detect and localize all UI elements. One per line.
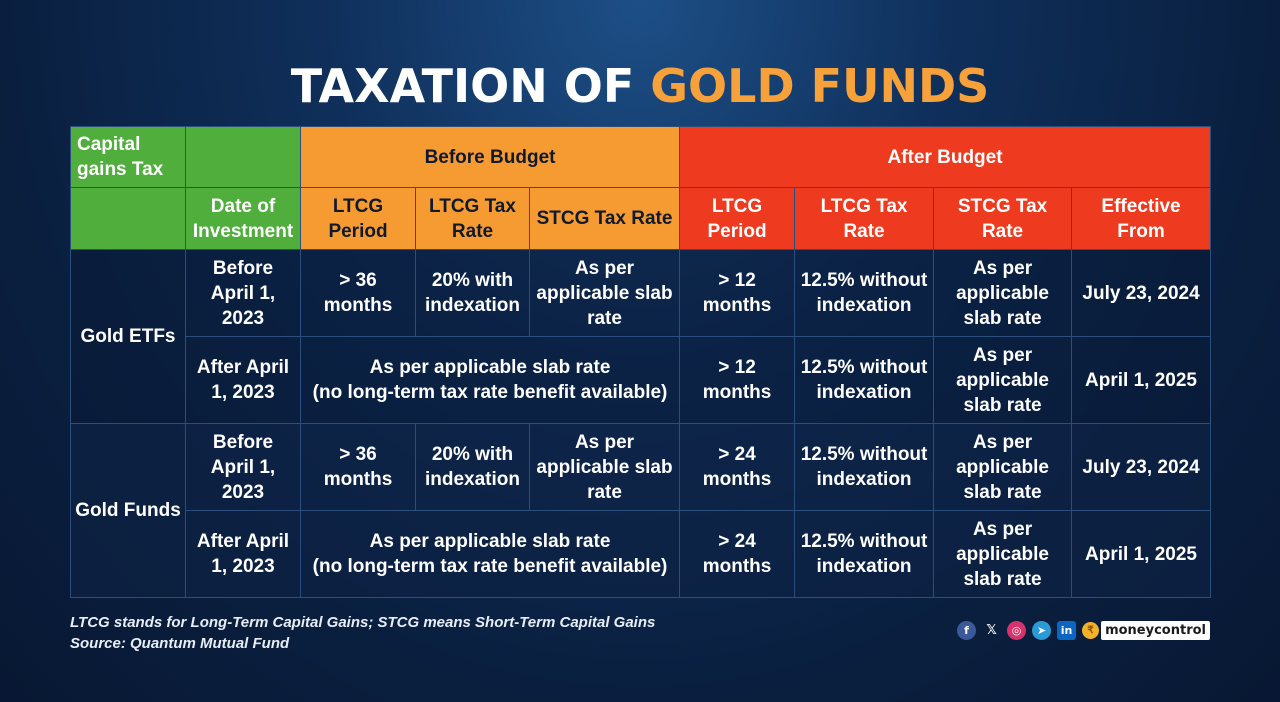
header-blank	[185, 126, 301, 188]
cell-merged-slab: As per applicable slab rate (no long-ter…	[299, 336, 681, 424]
table-row: Gold Funds Before April 1, 2023 > 36 mon…	[70, 423, 1212, 598]
cell-after-ltcg-rate: 12.5% without indexation	[794, 423, 935, 511]
cell-before-ltcg-period: > 36 months	[300, 249, 416, 337]
cell-before-stcg-rate: As per applicable slab rate	[528, 249, 681, 337]
taxation-table: Capital gains Tax Before Budget After Bu…	[70, 126, 1212, 598]
facebook-icon[interactable]: f	[957, 621, 977, 640]
merged-line-1: As per applicable slab rate	[369, 357, 611, 378]
header-effective-from: Effective From	[1071, 187, 1212, 250]
header-capital-gains: Capital gains Tax	[70, 126, 186, 188]
header-before-budget: Before Budget	[299, 126, 681, 188]
cell-after-ltcg-period: > 24 months	[679, 510, 796, 598]
cell-date: Before April 1, 2023	[185, 249, 301, 337]
cell-after-ltcg-period: > 12 months	[679, 336, 796, 424]
header-after-ltcg-period: LTCG Period	[679, 187, 796, 250]
footer-notes: LTCG stands for Long-Term Capital Gains;…	[70, 612, 655, 654]
cell-after-ltcg-period: > 12 months	[679, 249, 796, 337]
cell-effective-from: July 23, 2024	[1071, 249, 1212, 337]
title-part-1: TAXATION OF	[290, 59, 651, 113]
cell-effective-from: July 23, 2024	[1071, 423, 1212, 511]
instagram-icon[interactable]: ◎	[1007, 621, 1027, 640]
cell-after-ltcg-rate: 12.5% without indexation	[794, 510, 935, 598]
cell-after-stcg-rate: As per applicable slab rate	[933, 249, 1073, 337]
x-icon[interactable]: 𝕏	[986, 623, 997, 638]
cell-before-ltcg-period: > 36 months	[300, 423, 416, 511]
cell-after-stcg-rate: As per applicable slab rate	[933, 510, 1073, 598]
footer-note: LTCG stands for Long-Term Capital Gains;…	[70, 614, 656, 631]
cell-after-stcg-rate: As per applicable slab rate	[933, 336, 1073, 424]
page-title: TAXATION OF GOLD FUNDS	[0, 58, 1280, 114]
cell-effective-from: April 1, 2025	[1071, 510, 1212, 598]
header-date-of-investment: Date of Investment	[185, 187, 301, 250]
telegram-icon[interactable]: ➤	[1032, 621, 1052, 640]
cell-date: Before April 1, 2023	[185, 423, 301, 511]
table-row: After April 1, 2023 As per applicable sl…	[70, 510, 1212, 598]
merged-line-2: (no long-term tax rate benefit available…	[312, 556, 668, 577]
header-blank-2	[70, 187, 186, 250]
header-after-stcg-rate: STCG Tax Rate	[933, 187, 1073, 250]
group-name-gold-etfs: Gold ETFs	[70, 249, 186, 424]
cell-before-ltcg-rate: 20% with indexation	[415, 249, 530, 337]
cell-date: After April 1, 2023	[185, 336, 301, 424]
cell-before-ltcg-rate: 20% with indexation	[415, 423, 530, 511]
header-before-ltcg-rate: LTCG Tax Rate	[415, 187, 530, 250]
linkedin-icon[interactable]: in	[1057, 621, 1077, 640]
group-name-gold-funds: Gold Funds	[70, 423, 186, 598]
moneycontrol-logo: ₹ moneycontrol	[1082, 621, 1210, 640]
header-before-stcg-rate: STCG Tax Rate	[528, 187, 681, 250]
social-bar: f 𝕏 ◎ ➤ in ₹ moneycontrol	[957, 621, 1210, 640]
cell-merged-slab: As per applicable slab rate (no long-ter…	[299, 510, 681, 598]
cell-after-ltcg-rate: 12.5% without indexation	[794, 249, 935, 337]
header-row-2: Date of Investment LTCG Period LTCG Tax …	[70, 187, 1212, 250]
footer-source: Source: Quantum Mutual Fund	[70, 635, 290, 652]
table-row: After April 1, 2023 As per applicable sl…	[70, 336, 1212, 424]
merged-line-1: As per applicable slab rate	[369, 531, 611, 552]
title-part-2: GOLD FUNDS	[650, 59, 990, 113]
merged-line-2: (no long-term tax rate benefit available…	[312, 382, 668, 403]
cell-before-stcg-rate: As per applicable slab rate	[528, 423, 681, 511]
coin-icon: ₹	[1082, 622, 1100, 639]
cell-after-ltcg-rate: 12.5% without indexation	[794, 336, 935, 424]
cell-effective-from: April 1, 2025	[1071, 336, 1212, 424]
cell-after-ltcg-period: > 24 months	[679, 423, 796, 511]
table-row: Gold ETFs Before April 1, 2023 > 36 mont…	[70, 249, 1212, 424]
header-after-budget: After Budget	[679, 126, 1212, 188]
header-row-1: Capital gains Tax Before Budget After Bu…	[70, 126, 1212, 188]
header-before-ltcg-period: LTCG Period	[300, 187, 416, 250]
cell-date: After April 1, 2023	[185, 510, 301, 598]
brand-name: moneycontrol	[1101, 621, 1210, 640]
header-after-ltcg-rate: LTCG Tax Rate	[794, 187, 935, 250]
cell-after-stcg-rate: As per applicable slab rate	[933, 423, 1073, 511]
